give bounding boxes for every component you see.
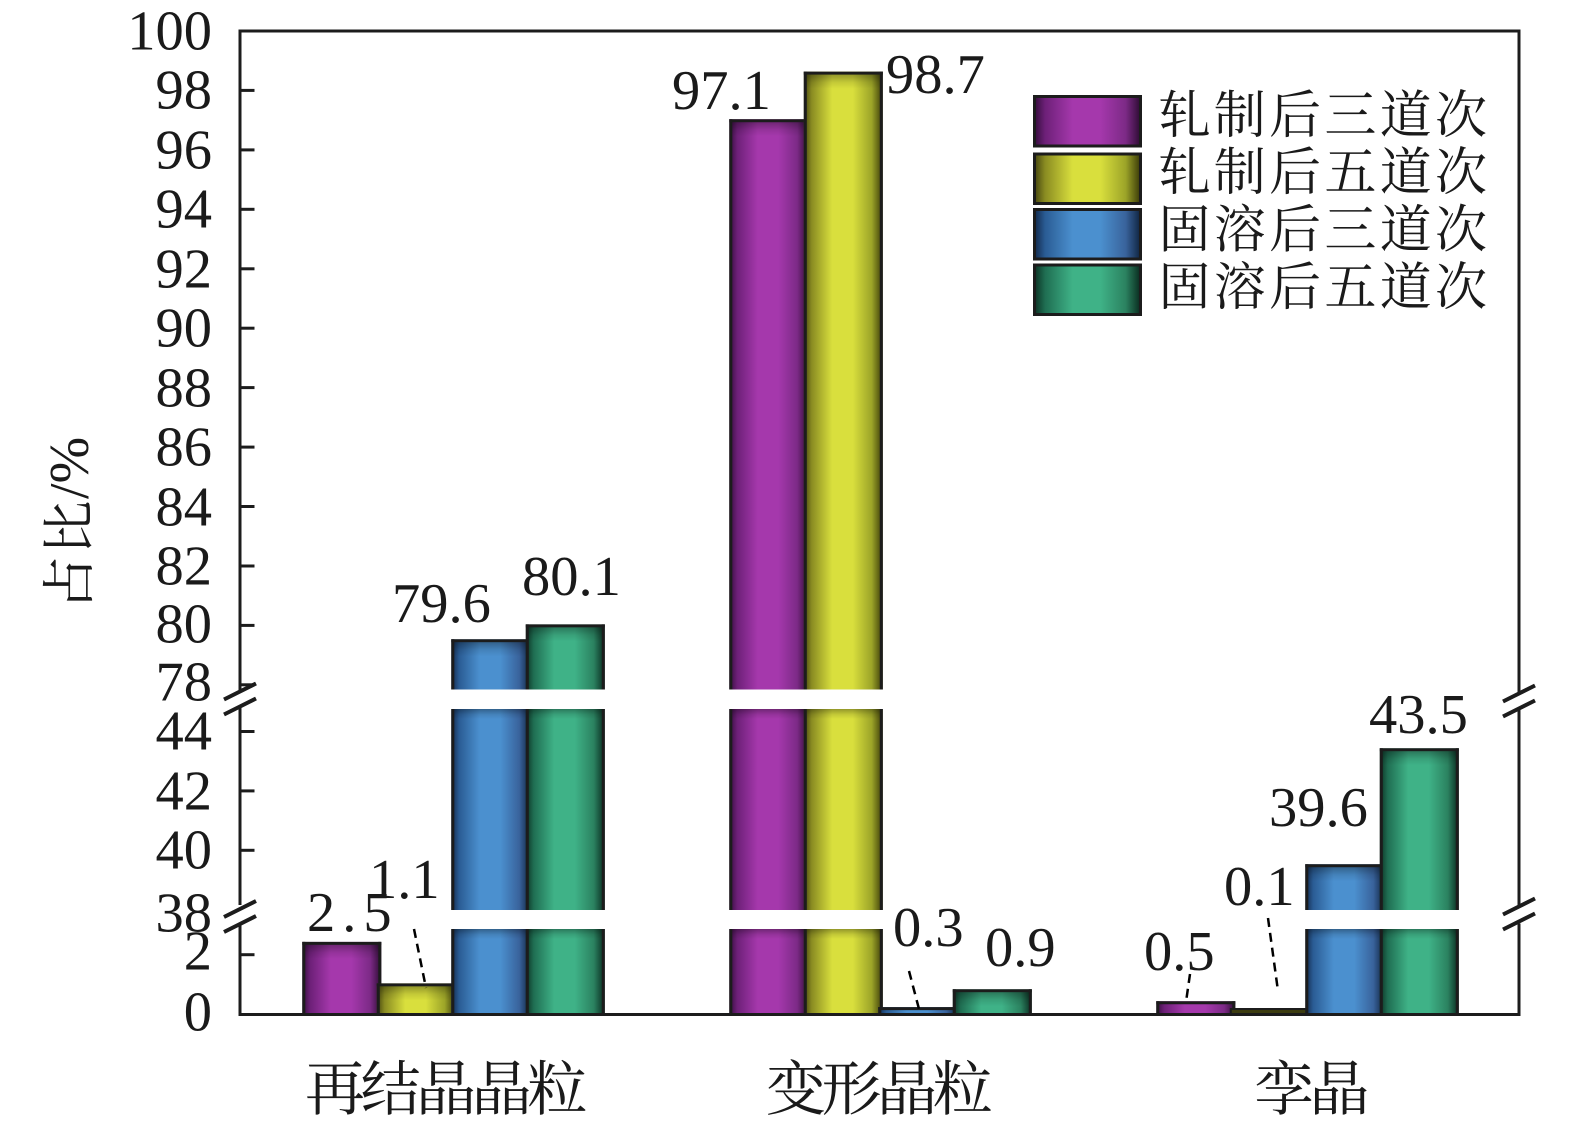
svg-text:98: 98 — [156, 60, 213, 122]
svg-text:0.9: 0.9 — [985, 917, 1056, 979]
svg-text:44: 44 — [156, 701, 213, 763]
svg-text:97.1: 97.1 — [672, 60, 771, 122]
svg-text:88: 88 — [156, 358, 213, 420]
svg-text:38: 38 — [156, 883, 213, 945]
svg-text:78: 78 — [156, 652, 213, 714]
svg-text:0.1: 0.1 — [1224, 856, 1295, 918]
svg-text:82: 82 — [156, 536, 213, 598]
svg-text:2: 2 — [184, 921, 212, 983]
svg-text:84: 84 — [156, 477, 213, 539]
svg-text:98.7: 98.7 — [886, 44, 985, 106]
svg-text:1.1: 1.1 — [369, 849, 440, 911]
svg-text:100: 100 — [127, 1, 212, 63]
svg-text:94: 94 — [156, 179, 213, 241]
svg-text:42: 42 — [156, 761, 213, 823]
svg-text:40: 40 — [156, 820, 213, 882]
svg-text:43.5: 43.5 — [1369, 684, 1468, 746]
svg-text:0: 0 — [184, 982, 212, 1044]
svg-text:0.3: 0.3 — [893, 897, 964, 959]
svg-text:90: 90 — [156, 298, 213, 360]
svg-text:96: 96 — [156, 120, 213, 182]
svg-text:79.6: 79.6 — [392, 573, 491, 635]
svg-text:86: 86 — [156, 417, 213, 479]
svg-text:0.5: 0.5 — [1144, 921, 1215, 983]
svg-text:80: 80 — [156, 594, 213, 656]
svg-text:/%: /% — [39, 437, 101, 499]
svg-text:39.6: 39.6 — [1269, 777, 1368, 839]
svg-text:80.1: 80.1 — [522, 546, 621, 608]
svg-text:92: 92 — [156, 239, 213, 301]
svg-text:2.5: 2.5 — [307, 882, 399, 944]
